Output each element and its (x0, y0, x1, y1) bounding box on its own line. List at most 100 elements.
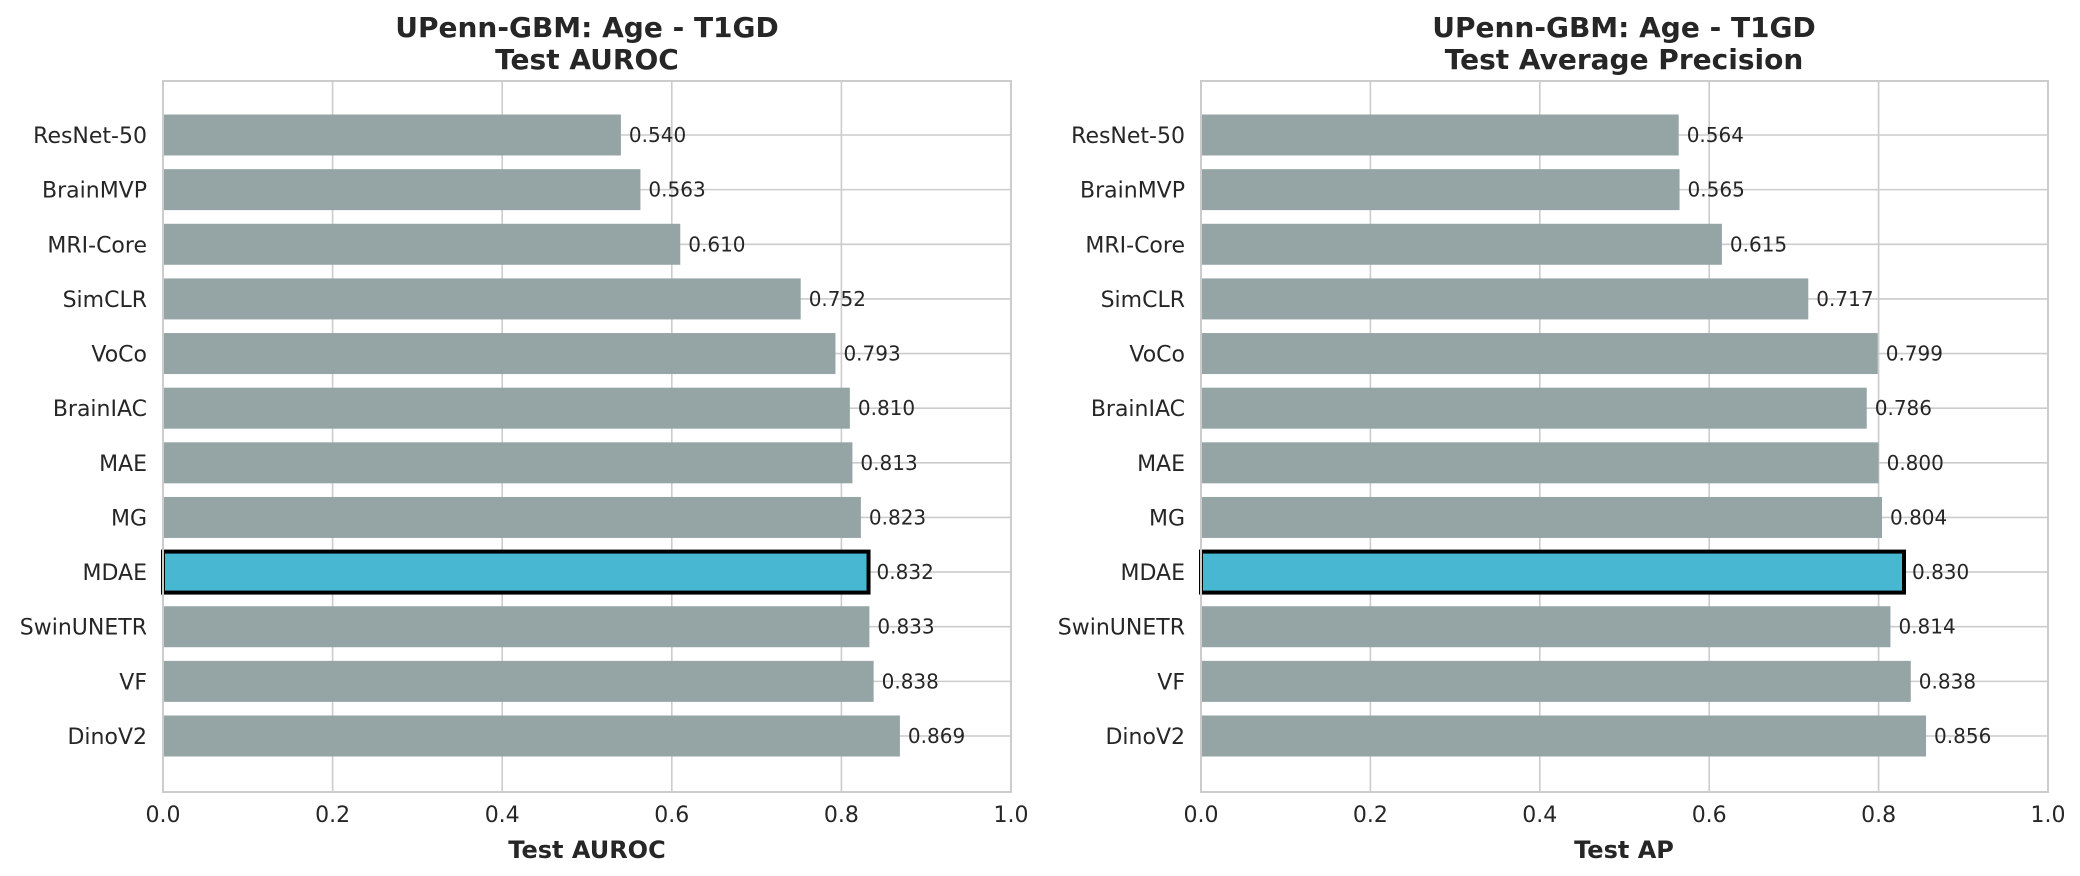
y-tick-label: BrainIAC (53, 397, 147, 422)
y-tick-label: VoCo (91, 343, 147, 368)
y-tick-label: SimCLR (1101, 288, 1185, 313)
y-tick-label: BrainIAC (1091, 397, 1185, 422)
y-tick-label: ResNet-50 (33, 124, 147, 149)
x-axis-label: Test AP (1574, 836, 1674, 864)
y-tick-labels: ResNet-50 BrainMVP MRI-Core SimCLR VoCo Brain… (1058, 124, 1185, 750)
bar (1201, 278, 1809, 320)
bar-value-label: 0.786 (1875, 396, 1932, 420)
x-tick-label: 0.8 (824, 803, 859, 828)
ap-chart-panel: UPenn-GBM: Age - T1GD Test Average Preci… (1058, 11, 2066, 864)
bar-value-label: 0.564 (1687, 123, 1744, 147)
bar (163, 169, 641, 211)
chart-subtitle: Test Average Precision (1445, 43, 1804, 76)
y-tick-label: MG (1149, 506, 1185, 531)
bar-value-label: 0.838 (1919, 669, 1976, 693)
y-tick-label: BrainMVP (42, 179, 147, 204)
bar-value-label: 0.823 (869, 505, 926, 529)
auroc-chart-panel: UPenn-GBM: Age - T1GD Test AUROC 0.5400.… (20, 11, 1029, 864)
x-tick-label: 0.0 (1184, 803, 1219, 828)
bar (163, 387, 850, 429)
y-tick-label: MAE (1137, 452, 1185, 477)
bar-value-label: 0.615 (1730, 232, 1787, 256)
bar-value-label: 0.563 (648, 178, 705, 202)
bar-value-label: 0.793 (843, 342, 900, 366)
x-tick-label: 0.2 (315, 803, 350, 828)
x-tick-labels: 0.0 0.2 0.4 0.6 0.8 1.0 (146, 803, 1029, 828)
bar-value-label: 0.540 (629, 123, 686, 147)
bar (1201, 660, 1911, 702)
bar (1201, 333, 1878, 375)
bar-value-label: 0.610 (688, 232, 745, 256)
x-tick-label: 0.6 (654, 803, 689, 828)
bar (1201, 606, 1891, 648)
y-tick-label: MRI-Core (47, 233, 147, 258)
bar (1201, 114, 1679, 156)
y-tick-label: MAE (99, 452, 147, 477)
bar-value-label: 0.830 (1912, 560, 1969, 584)
y-tick-label: SimCLR (63, 288, 147, 313)
bar-value-label: 0.856 (1934, 724, 1991, 748)
bar (163, 223, 681, 265)
x-tick-label: 1.0 (2031, 803, 2066, 828)
bar-value-label: 0.717 (1816, 287, 1873, 311)
bar (163, 715, 900, 757)
y-tick-labels: ResNet-50 BrainMVP MRI-Core SimCLR VoCo Brain… (20, 124, 147, 750)
y-tick-label: BrainMVP (1080, 179, 1185, 204)
bar (163, 442, 853, 484)
bar-value-label: 0.838 (882, 669, 939, 693)
bar-value-label: 0.814 (1898, 615, 1955, 639)
bar-value-label: 0.800 (1887, 451, 1944, 475)
x-tick-label: 0.4 (1522, 803, 1557, 828)
bar-value-label: 0.833 (877, 615, 934, 639)
y-tick-label: SwinUNETR (20, 616, 147, 641)
bar-value-label: 0.804 (1890, 505, 1947, 529)
bar (163, 496, 861, 538)
bar-value-label: 0.832 (877, 560, 934, 584)
x-tick-label: 0.6 (1692, 803, 1727, 828)
bar-highlighted (1199, 549, 1907, 595)
y-tick-label: DinoV2 (1105, 725, 1185, 750)
bar (1201, 223, 1722, 265)
bar-value-label: 0.799 (1886, 342, 1943, 366)
x-tick-label: 0.0 (146, 803, 181, 828)
chart-subtitle: Test AUROC (495, 43, 679, 76)
x-tick-label: 0.2 (1353, 803, 1388, 828)
x-axis-label: Test AUROC (508, 836, 665, 864)
y-tick-label: MDAE (1121, 561, 1186, 586)
bar-value-label: 0.813 (860, 451, 917, 475)
plot-frame (1200, 80, 2049, 793)
plot-frame (162, 80, 1012, 793)
bar-value-label: 0.810 (858, 396, 915, 420)
bar (1201, 387, 1867, 429)
x-tick-label: 1.0 (994, 803, 1029, 828)
bar (163, 278, 801, 320)
bars: 0.540 0.563 0.610 0.752 0.793 0.810 0.813 0.823… (161, 114, 965, 757)
chart-title: UPenn-GBM: Age - T1GD (395, 11, 779, 44)
y-tick-label: VF (119, 670, 147, 695)
y-tick-label: MDAE (83, 561, 148, 586)
bar (163, 606, 870, 648)
y-tick-label: SwinUNETR (1058, 616, 1185, 641)
y-tick-label: VoCo (1129, 343, 1185, 368)
bar (1201, 496, 1882, 538)
y-tick-label: MG (111, 506, 147, 531)
y-tick-label: VF (1157, 670, 1185, 695)
x-tick-label: 0.8 (1861, 803, 1896, 828)
chart-title: UPenn-GBM: Age - T1GD (1432, 11, 1816, 44)
y-tick-label: DinoV2 (67, 725, 147, 750)
x-tick-labels: 0.0 0.2 0.4 0.6 0.8 1.0 (1184, 803, 2066, 828)
y-tick-label: MRI-Core (1085, 233, 1185, 258)
bar (163, 333, 836, 375)
bar (163, 114, 621, 156)
bar (163, 660, 874, 702)
bar-value-label: 0.752 (809, 287, 866, 311)
bar (1201, 442, 1879, 484)
x-tick-label: 0.4 (485, 803, 520, 828)
bar-highlighted (161, 549, 871, 595)
bar-value-label: 0.869 (908, 724, 965, 748)
bars: 0.564 0.565 0.615 0.717 0.799 0.786 0.800 0.804… (1199, 114, 1991, 757)
bar (1201, 169, 1680, 211)
bar-value-label: 0.565 (1688, 178, 1745, 202)
y-tick-label: ResNet-50 (1071, 124, 1185, 149)
